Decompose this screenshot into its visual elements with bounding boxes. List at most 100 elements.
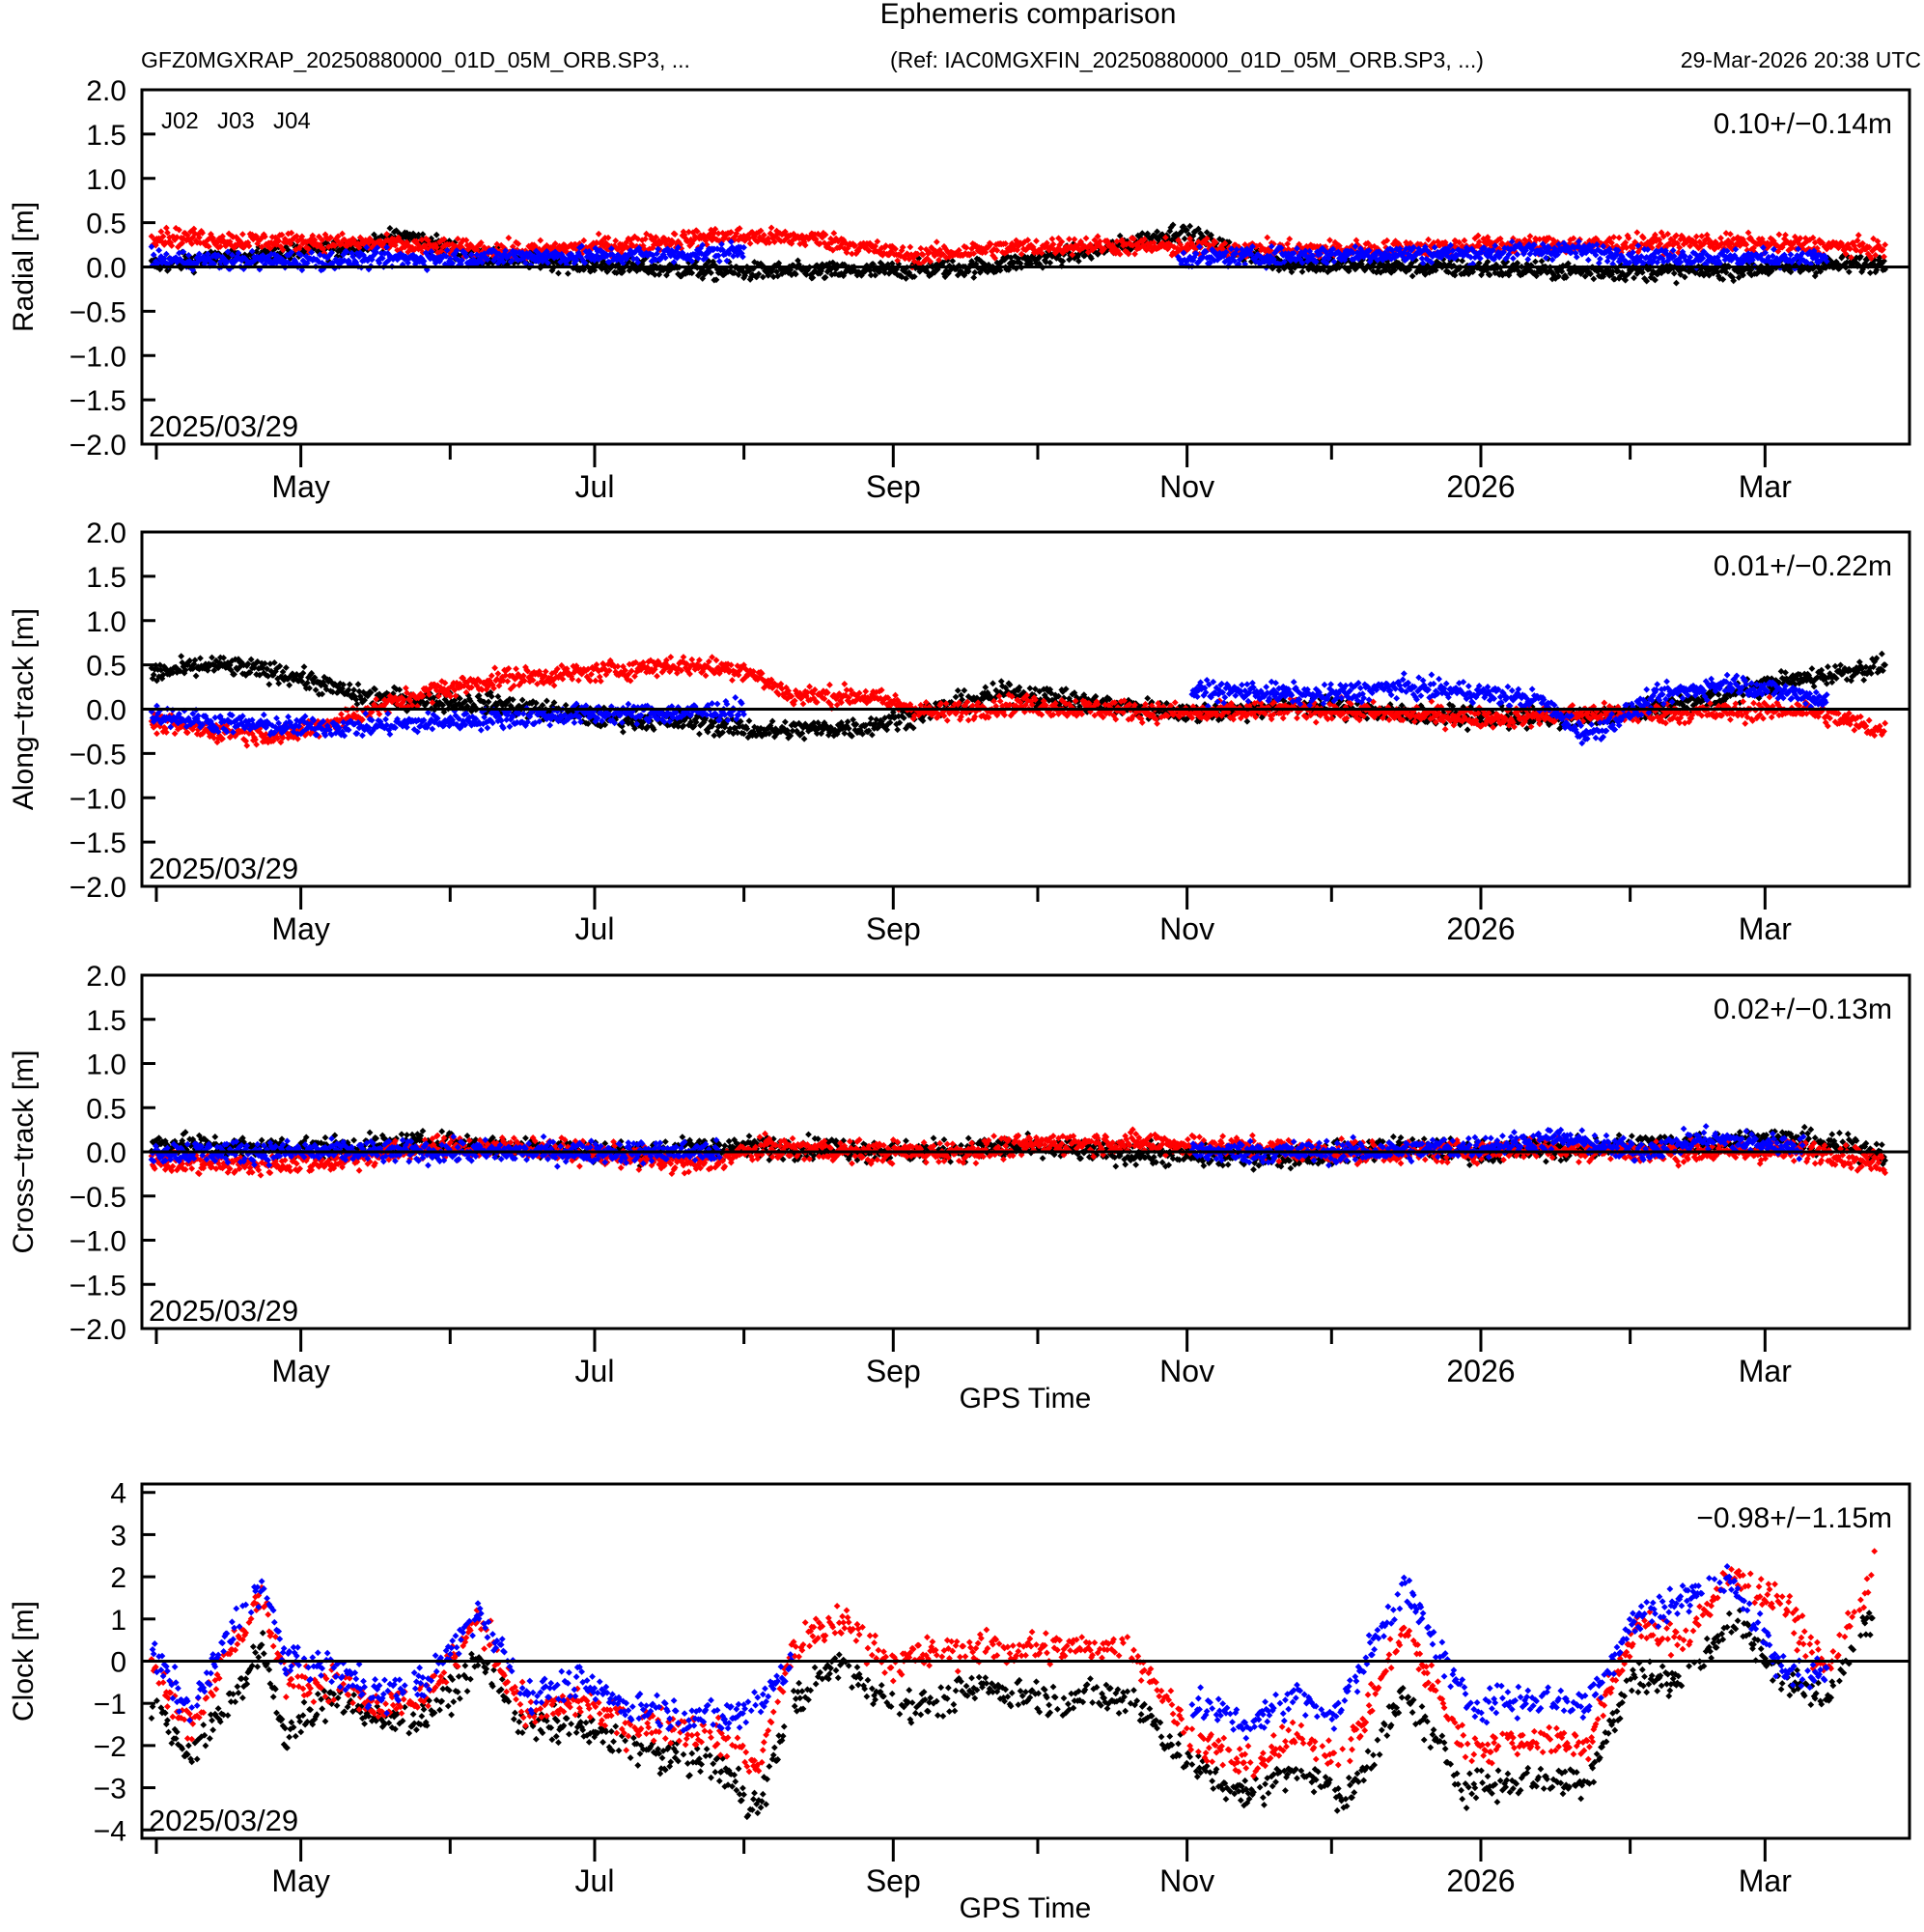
data-point (970, 274, 978, 281)
data-point (1066, 236, 1073, 242)
data-point (1633, 229, 1641, 237)
chart-timestamp: 29-Mar-2026 20:38 UTC (1681, 47, 1921, 72)
y-tick-label: 2.0 (86, 518, 126, 549)
x-tick-label: May (271, 469, 329, 504)
data-point (1854, 232, 1862, 238)
data-point (1134, 232, 1142, 239)
data-point (1048, 236, 1056, 242)
data-point (867, 271, 875, 279)
data-point (1197, 230, 1205, 238)
data-point (1775, 231, 1783, 238)
data-point (1169, 221, 1177, 229)
data-point (1101, 249, 1108, 257)
data-point (386, 224, 394, 232)
data-point (1081, 252, 1089, 259)
data-point (1408, 272, 1416, 280)
x-tick-label: Sep (866, 469, 921, 504)
data-point (192, 672, 200, 680)
data-point (1881, 253, 1887, 261)
y-tick-label: −0.5 (70, 296, 126, 328)
scatter-points (148, 221, 1889, 287)
data-point (872, 271, 879, 279)
stat-label: 0.10+/−0.14m (1714, 108, 1892, 140)
data-point (336, 247, 344, 255)
data-point (238, 231, 246, 238)
start-date-label: 2025/03/29 (149, 409, 298, 443)
data-point (354, 681, 362, 688)
data-point (300, 663, 308, 671)
data-point (1181, 235, 1188, 242)
data-point (941, 273, 949, 281)
y-tick-label: 1.5 (86, 562, 126, 594)
data-point (710, 258, 717, 266)
data-point (222, 250, 230, 258)
data-point (991, 265, 999, 272)
scatter-points (148, 650, 1889, 749)
data-point (390, 228, 398, 236)
y-tick-label: 0.5 (86, 209, 126, 240)
data-point (838, 269, 845, 277)
data-point (1040, 251, 1047, 259)
data-point (1158, 231, 1166, 238)
data-point (1071, 236, 1078, 243)
data-point (1590, 275, 1598, 283)
y-axis-label: Radial [m] (8, 202, 40, 332)
data-point (995, 261, 1003, 268)
data-point (1425, 236, 1432, 243)
y-tick-label: 1.0 (86, 606, 126, 638)
data-point (910, 273, 918, 280)
data-point (1167, 224, 1175, 232)
data-point (1091, 247, 1099, 255)
y-tick-label: −1.0 (70, 341, 126, 373)
data-point (1082, 235, 1090, 242)
data-point (265, 681, 273, 688)
x-tick-label: Jul (575, 469, 615, 504)
data-point (381, 234, 388, 241)
y-tick-label: 2.0 (86, 75, 126, 107)
data-point (409, 230, 417, 238)
data-point (620, 728, 627, 736)
data-point (419, 231, 427, 238)
y-tick-label: 0.0 (86, 253, 126, 285)
data-point (866, 266, 874, 274)
data-point (518, 696, 526, 704)
data-point (1212, 244, 1219, 251)
y-tick-label: −0.5 (70, 739, 126, 770)
data-point (1144, 230, 1152, 238)
data-point (917, 244, 925, 252)
data-point (1088, 255, 1095, 263)
data-point (1024, 254, 1032, 262)
data-point (432, 231, 440, 238)
data-point (1015, 255, 1022, 263)
data-point (1001, 256, 1008, 264)
data-point (633, 267, 641, 274)
data-point (1183, 226, 1190, 234)
y-tick-label: 1.0 (86, 164, 126, 196)
chart-title: Ephemeris comparison (880, 0, 1177, 30)
y-tick-label: −1.5 (70, 385, 126, 417)
data-point (829, 259, 837, 266)
data-point (906, 243, 914, 251)
data-point (642, 266, 649, 273)
data-point (543, 697, 550, 705)
data-point (1509, 255, 1517, 263)
data-point (1030, 254, 1038, 262)
data-point (1717, 235, 1724, 241)
data-point (885, 269, 893, 277)
legend-item-j02: J02 (161, 108, 199, 134)
data-point (346, 681, 353, 688)
data-point (1074, 258, 1082, 265)
data-point (1071, 255, 1078, 262)
data-point (822, 273, 829, 281)
x-tick-label: Mar (1739, 469, 1792, 504)
legend-item-j03: J03 (217, 108, 255, 134)
data-point (985, 261, 992, 268)
data-point (663, 271, 670, 279)
data-point (1021, 253, 1028, 261)
legend-item-j04: J04 (273, 108, 311, 134)
data-point (922, 266, 930, 274)
data-point (933, 238, 940, 246)
data-point (809, 274, 817, 281)
